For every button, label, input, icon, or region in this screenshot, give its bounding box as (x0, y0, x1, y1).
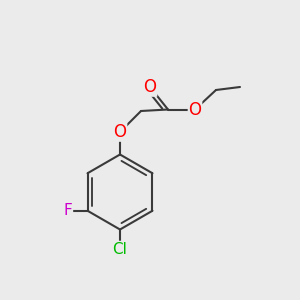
Text: F: F (64, 203, 72, 218)
Text: O: O (143, 78, 157, 96)
Text: Cl: Cl (112, 242, 128, 256)
Text: O: O (113, 123, 127, 141)
Text: O: O (188, 100, 202, 118)
